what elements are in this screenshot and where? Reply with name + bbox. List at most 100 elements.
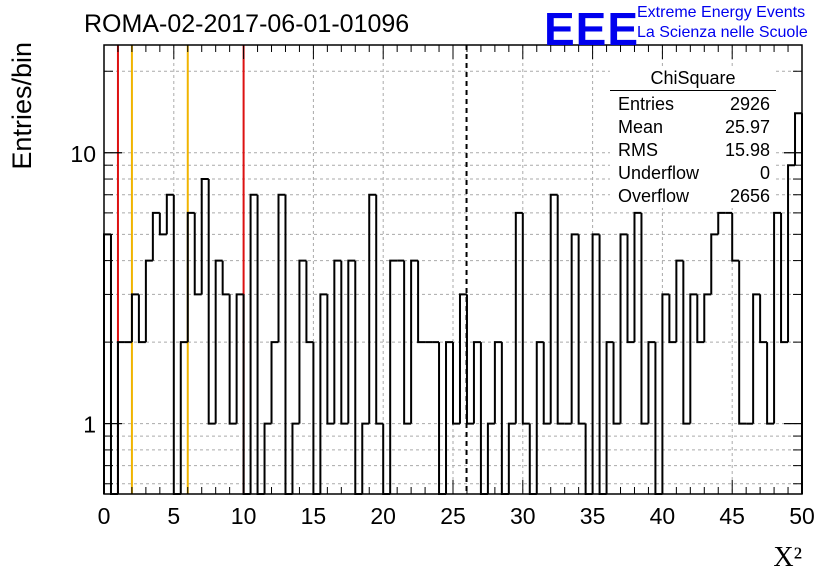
x-tick-label: 50 <box>789 503 815 529</box>
histogram-bin <box>500 342 509 495</box>
histogram-bin <box>472 341 481 424</box>
histogram-bin <box>235 293 244 424</box>
stats-row-underflow: Underflow 0 <box>610 162 776 185</box>
histogram-bin <box>668 294 677 344</box>
histogram-bin <box>403 260 412 425</box>
histogram-bin <box>172 194 181 495</box>
histogram-bin <box>144 259 153 343</box>
axis-ticks <box>103 45 803 494</box>
histogram-bin <box>445 341 453 494</box>
histogram-bin <box>752 293 761 424</box>
histogram-bin <box>773 211 782 424</box>
stats-row-entries: Entries 2926 <box>610 93 776 116</box>
histogram-bin <box>249 193 258 494</box>
histogram-bin <box>570 233 579 424</box>
histogram-bin <box>361 422 370 494</box>
histogram-bin <box>647 341 656 424</box>
histogram-bin <box>619 233 628 424</box>
histogram-bin <box>759 294 768 344</box>
histogram-bin <box>479 342 488 495</box>
histogram-bin <box>319 293 328 494</box>
histogram-bin <box>465 294 474 425</box>
stats-row-rms: RMS 15.98 <box>610 139 776 162</box>
histogram-bin <box>214 259 223 424</box>
histogram-bin <box>158 212 167 236</box>
histogram-bin <box>731 212 740 262</box>
stats-value: 25.97 <box>724 117 770 137</box>
histogram-bin <box>710 233 719 295</box>
tick-labels: 0 5 10 15 20 25 30 35 40 45 50 1 10 <box>70 141 814 529</box>
x-tick-label: 0 <box>98 503 111 529</box>
y-axis-label: Entries/bin <box>7 42 37 170</box>
histogram-bin <box>256 194 265 495</box>
stats-row-overflow: Overflow 2656 <box>610 185 776 208</box>
histogram-bin <box>103 233 111 494</box>
stats-label: Underflow <box>618 163 700 183</box>
histogram-bin <box>186 211 195 343</box>
histogram-bin <box>682 260 691 425</box>
histogram-bin <box>277 193 286 343</box>
histogram-bin <box>640 212 649 425</box>
histogram-bin <box>312 342 321 495</box>
histogram-bin <box>137 294 146 344</box>
histogram-bin <box>549 193 558 424</box>
stats-value: 2656 <box>729 186 770 206</box>
histogram-bin <box>116 341 125 494</box>
histogram-bin <box>654 342 663 495</box>
histogram-bin <box>675 259 684 343</box>
x-tick-label: 10 <box>231 503 257 529</box>
histogram-bin <box>130 293 139 343</box>
histogram-bin <box>766 342 775 425</box>
histogram-bin <box>333 259 342 424</box>
histogram-bin <box>696 294 705 344</box>
eee-logo: EEE <box>544 3 640 55</box>
histogram-bin <box>458 293 467 424</box>
histogram-bin <box>298 259 307 424</box>
stats-label: Entries <box>618 94 675 114</box>
x-tick-label: 40 <box>650 503 676 529</box>
histogram-bin <box>193 212 202 296</box>
stats-label: Mean <box>618 117 664 137</box>
stats-value: 2926 <box>729 94 770 114</box>
histogram-bin <box>661 293 670 494</box>
histogram-bin <box>354 260 363 495</box>
x-tick-label: 35 <box>580 503 606 529</box>
stats-title: ChiSquare <box>610 66 776 91</box>
histogram-bin <box>109 234 118 495</box>
histogram-bin <box>535 341 544 494</box>
histogram-bin <box>542 342 551 425</box>
x-tick-label: 15 <box>301 503 327 529</box>
stats-label: RMS <box>618 140 658 160</box>
histogram-bin <box>514 211 523 424</box>
histogram-bin <box>717 211 726 235</box>
logo-line-2: La Scienza nelle Scuole <box>637 24 808 41</box>
histogram-bin <box>738 260 747 425</box>
histogram-bin <box>347 259 356 424</box>
histogram-bin <box>689 293 698 424</box>
histogram-bin <box>270 341 279 424</box>
histogram-bin <box>794 112 802 166</box>
histogram-bin <box>521 212 530 425</box>
histogram-bin <box>703 293 712 343</box>
x-axis-label: X² <box>773 542 802 572</box>
stats-box: ChiSquare Entries 2926 Mean 25.97 RMS 15… <box>610 66 776 208</box>
histogram-bin <box>200 178 209 295</box>
histogram-bin <box>633 211 642 343</box>
histogram-bin <box>221 260 230 296</box>
histogram-bin <box>626 234 635 344</box>
x-tick-label: 45 <box>719 503 745 529</box>
histogram-bin <box>305 260 314 344</box>
y-tick-label: 1 <box>83 412 96 438</box>
histogram-bin <box>375 194 384 425</box>
histogram-bin <box>151 211 160 261</box>
histogram-bin <box>591 233 600 494</box>
histogram-bin <box>340 260 349 425</box>
histogram-bin <box>438 342 447 495</box>
stats-row-mean: Mean 25.97 <box>610 116 776 139</box>
x-tick-label: 5 <box>167 503 180 529</box>
histogram-bin <box>486 422 495 494</box>
histogram-bin <box>179 341 188 494</box>
histogram-bin <box>452 342 460 425</box>
